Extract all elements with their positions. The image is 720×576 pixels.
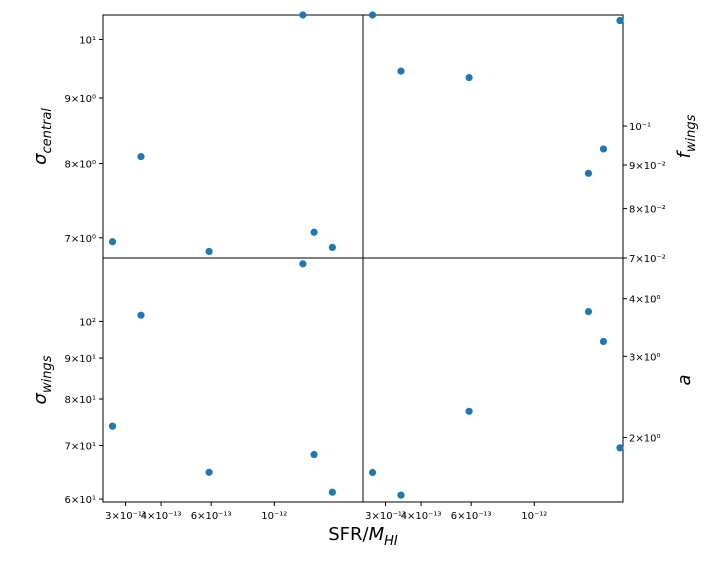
x-tick-label-a-1: 4×10⁻¹³: [401, 511, 442, 522]
y-tick-label-sigma_central-3: 10¹: [79, 35, 96, 46]
point-sigma_central-5: [328, 243, 336, 251]
point-sigma_wings-5: [328, 488, 336, 496]
y-axis-label-sigma_wings: σwings: [30, 355, 55, 404]
y-tick-label-sigma_wings-3: 9×10¹: [65, 354, 96, 365]
y-axis-label-sub-sigma_central: central: [40, 108, 55, 154]
point-f_wings-4: [599, 145, 608, 153]
y-tick-label-a-0: 2×10⁰: [629, 434, 660, 445]
point-a-3: [584, 307, 593, 316]
point-a-0: [368, 468, 377, 477]
point-f_wings-3: [584, 169, 593, 177]
x-tick-label-a-3: 10⁻¹²: [521, 511, 547, 522]
y-tick-label-sigma_wings-2: 8×10¹: [65, 395, 96, 406]
x-tick-label-sigma_wings-2: 6×10⁻¹³: [191, 511, 232, 522]
y-tick-label-f_wings-1: 8×10⁻²: [629, 205, 666, 216]
panel-f_wings: 7×10⁻² 8×10⁻² 9×10⁻² 10⁻¹ fwings: [368, 11, 699, 265]
point-sigma_wings-0: [108, 422, 117, 430]
point-a-5: [616, 444, 624, 452]
x-axis-label: SFR/MHI: [328, 524, 398, 549]
y-tick-label-sigma_central-1: 8×10⁰: [65, 160, 96, 171]
x-tick-label-a-2: 6×10⁻¹³: [451, 511, 492, 522]
point-f_wings-1: [397, 67, 405, 75]
y-tick-label-f_wings-3: 10⁻¹: [629, 122, 651, 133]
y-axis-label-f_wings: fwings: [674, 114, 699, 158]
y-tick-label-sigma_wings-0: 6×10¹: [65, 495, 96, 506]
point-sigma_central-1: [137, 153, 145, 161]
x-tick-label-sigma_wings-0: 3×10⁻¹³: [105, 511, 146, 522]
y-axis-label-main-sigma_wings: σ: [30, 392, 51, 404]
y-axis-label-sub-sigma_wings: wings: [40, 355, 55, 393]
point-a-1: [397, 491, 405, 499]
point-sigma_wings-4: [310, 450, 318, 459]
point-sigma_central-3: [299, 11, 307, 19]
x-axis-label-var: M: [369, 524, 385, 545]
panel-a: 2×10⁰ 3×10⁰ 4×10⁰ 3×10⁻¹³4×10⁻¹³ 6×10⁻¹³ 10⁻¹…: [365, 295, 695, 522]
y-tick-label-sigma_wings-1: 7×10¹: [65, 441, 96, 452]
point-sigma_wings-1: [137, 311, 145, 319]
y-axis-label-sub-f_wings: wings: [684, 114, 699, 152]
point-sigma_wings-3: [299, 260, 307, 268]
x-axis-label-sub: HI: [384, 534, 398, 549]
point-sigma_central-2: [205, 247, 213, 256]
x-tick-label-sigma_wings-3: 10⁻¹²: [261, 511, 287, 522]
point-sigma_central-4: [310, 228, 318, 236]
point-a-4: [599, 337, 608, 346]
x-tick-label-a-0: 3×10⁻¹³: [365, 511, 406, 522]
x-tick-label-sigma_wings-1: 4×10⁻¹³: [141, 511, 182, 522]
y-axis-label-sigma_central: σcentral: [30, 108, 55, 165]
y-tick-label-sigma_central-2: 9×10⁰: [65, 94, 96, 105]
y-axis-label-main-f_wings: f: [674, 149, 695, 158]
point-sigma_central-0: [108, 238, 117, 246]
point-f_wings-0: [368, 11, 377, 19]
panel-sigma_central: 7×10⁰ 8×10⁰ 9×10⁰ 10¹ σcentral: [30, 11, 336, 256]
point-sigma_wings-2: [205, 468, 213, 476]
point-a-2: [465, 407, 473, 415]
y-tick-label-sigma_central-0: 7×10⁰: [65, 234, 96, 245]
y-axis-label-a: a: [674, 374, 695, 385]
y-axis-label-main-sigma_central: σ: [30, 153, 51, 165]
point-f_wings-2: [465, 73, 473, 82]
point-f_wings-5: [616, 16, 624, 25]
x-axis-label-main: SFR/: [328, 524, 369, 545]
y-tick-label-f_wings-2: 9×10⁻²: [629, 161, 666, 172]
y-axis-label-main-a: a: [674, 374, 695, 385]
y-tick-label-f_wings-0: 7×10⁻²: [629, 254, 666, 265]
y-tick-label-sigma_wings-4: 10²: [79, 317, 96, 328]
panel-sigma_wings: 6×10¹ 7×10¹ 8×10¹ 9×10¹ 10² 3×10⁻¹³4×10⁻¹³ 6×1…: [30, 260, 336, 522]
y-tick-label-a-1: 3×10⁰: [629, 352, 660, 363]
y-tick-label-a-2: 4×10⁰: [629, 295, 660, 306]
